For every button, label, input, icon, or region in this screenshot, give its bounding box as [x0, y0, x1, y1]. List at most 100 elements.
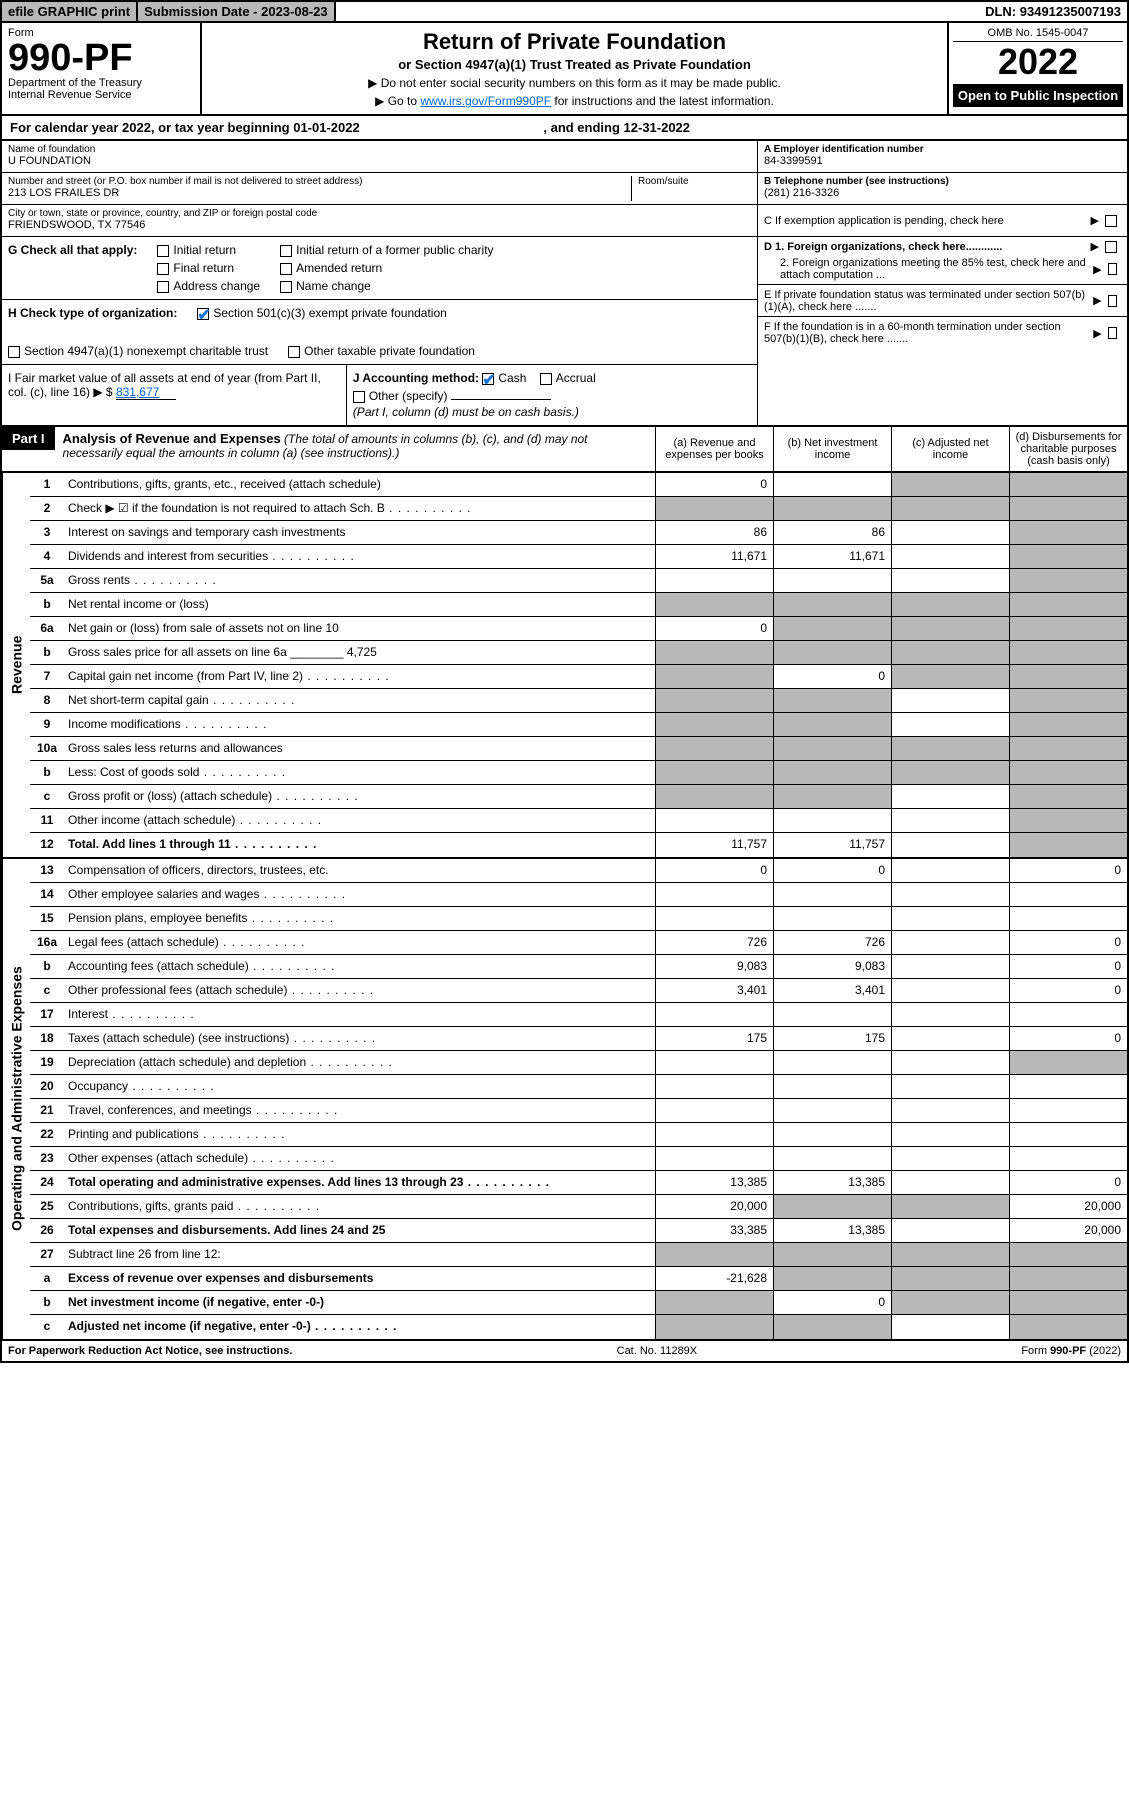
- amount-cell: [773, 809, 891, 832]
- checkbox-name-change[interactable]: [280, 281, 292, 293]
- checkbox-exemption-pending[interactable]: [1105, 215, 1117, 227]
- amount-cell: [655, 809, 773, 832]
- line-number: 11: [30, 809, 64, 832]
- amount-cell: [1009, 907, 1127, 930]
- table-row: 24Total operating and administrative exp…: [30, 1171, 1127, 1195]
- amount-cell: [891, 1099, 1009, 1122]
- checkbox-accrual[interactable]: [540, 373, 552, 385]
- form-ref: Form 990-PF (2022): [1021, 1345, 1121, 1357]
- line-description: Other employee salaries and wages: [64, 883, 655, 906]
- amount-cell: [773, 713, 891, 736]
- line-description: Dividends and interest from securities: [64, 545, 655, 568]
- amount-cell: 175: [773, 1027, 891, 1050]
- form990pf-link[interactable]: www.irs.gov/Form990PF: [420, 94, 551, 108]
- amount-cell: [655, 737, 773, 760]
- amount-cell: [773, 1315, 891, 1339]
- amount-cell: [891, 883, 1009, 906]
- table-row: 26Total expenses and disbursements. Add …: [30, 1219, 1127, 1243]
- amount-cell: [891, 593, 1009, 616]
- amount-cell: [1009, 1099, 1127, 1122]
- line-description: Gross profit or (loss) (attach schedule): [64, 785, 655, 808]
- checkbox-4947a1[interactable]: [8, 346, 20, 358]
- expenses-table: Operating and Administrative Expenses 13…: [0, 859, 1129, 1341]
- amount-cell: [891, 497, 1009, 520]
- checkbox-initial-return[interactable]: [157, 245, 169, 257]
- checkbox-foreign-org[interactable]: [1105, 241, 1117, 253]
- paperwork-notice: For Paperwork Reduction Act Notice, see …: [8, 1345, 292, 1357]
- amount-cell: [773, 1123, 891, 1146]
- table-row: 20Occupancy: [30, 1075, 1127, 1099]
- amount-cell: [891, 931, 1009, 954]
- checkbox-85pct-test[interactable]: [1108, 263, 1117, 275]
- amount-cell: [773, 883, 891, 906]
- amount-cell: 86: [655, 521, 773, 544]
- fmv-value: 831,677: [116, 385, 176, 400]
- amount-cell: [891, 761, 1009, 784]
- checkbox-amended-return[interactable]: [280, 263, 292, 275]
- line-number: 20: [30, 1075, 64, 1098]
- box-i: I Fair market value of all assets at end…: [2, 365, 347, 425]
- catalog-number: Cat. No. 11289X: [617, 1345, 698, 1357]
- amount-cell: 0: [1009, 1171, 1127, 1194]
- table-row: 1Contributions, gifts, grants, etc., rec…: [30, 473, 1127, 497]
- line-number: 9: [30, 713, 64, 736]
- line-number: 14: [30, 883, 64, 906]
- amount-cell: [655, 1147, 773, 1170]
- amount-cell: [891, 617, 1009, 640]
- amount-cell: [1009, 1123, 1127, 1146]
- line-description: Net gain or (loss) from sale of assets n…: [64, 617, 655, 640]
- amount-cell: [773, 1099, 891, 1122]
- amount-cell: [891, 1147, 1009, 1170]
- line-number: b: [30, 761, 64, 784]
- box-f: F If the foundation is in a 60-month ter…: [758, 317, 1127, 349]
- checkbox-other-method[interactable]: [353, 391, 365, 403]
- checkbox-address-change[interactable]: [157, 281, 169, 293]
- table-row: 17Interest: [30, 1003, 1127, 1027]
- line-number: a: [30, 1267, 64, 1290]
- checkbox-initial-former[interactable]: [280, 245, 292, 257]
- amount-cell: [773, 1003, 891, 1026]
- box-j: J Accounting method: Cash Accrual Other …: [347, 365, 757, 425]
- table-row: 14Other employee salaries and wages: [30, 883, 1127, 907]
- line-description: Adjusted net income (if negative, enter …: [64, 1315, 655, 1339]
- amount-cell: 11,671: [655, 545, 773, 568]
- amount-cell: [773, 641, 891, 664]
- efile-print-button[interactable]: efile GRAPHIC print: [2, 2, 138, 21]
- amount-cell: 20,000: [655, 1195, 773, 1218]
- table-row: 3Interest on savings and temporary cash …: [30, 521, 1127, 545]
- line-description: Interest on savings and temporary cash i…: [64, 521, 655, 544]
- checkbox-other-taxable[interactable]: [288, 346, 300, 358]
- checkbox-final-return[interactable]: [157, 263, 169, 275]
- column-headers: (a) Revenue and expenses per books (b) N…: [655, 427, 1127, 471]
- amount-cell: [773, 497, 891, 520]
- col-b-header: (b) Net investment income: [773, 427, 891, 471]
- table-row: bAccounting fees (attach schedule)9,0839…: [30, 955, 1127, 979]
- amount-cell: [891, 521, 1009, 544]
- table-row: cGross profit or (loss) (attach schedule…: [30, 785, 1127, 809]
- address-row: Number and street (or P.O. box number if…: [2, 173, 757, 205]
- line-number: 17: [30, 1003, 64, 1026]
- checkbox-cash[interactable]: [482, 373, 494, 385]
- amount-cell: 11,757: [773, 833, 891, 857]
- checkbox-status-terminated[interactable]: [1108, 295, 1117, 307]
- form-header: Form 990-PF Department of the Treasury I…: [0, 23, 1129, 116]
- table-row: cAdjusted net income (if negative, enter…: [30, 1315, 1127, 1339]
- amount-cell: 175: [655, 1027, 773, 1050]
- line-number: b: [30, 641, 64, 664]
- checkbox-501c3[interactable]: [197, 308, 209, 320]
- checkbox-60month[interactable]: [1108, 327, 1117, 339]
- room-suite-label: Room/suite: [638, 176, 751, 187]
- amount-cell: 20,000: [1009, 1195, 1127, 1218]
- line-description: Net rental income or (loss): [64, 593, 655, 616]
- line-number: c: [30, 1315, 64, 1339]
- amount-cell: 0: [655, 859, 773, 882]
- amount-cell: [655, 593, 773, 616]
- header-center: Return of Private Foundation or Section …: [202, 23, 947, 114]
- table-row: 22Printing and publications: [30, 1123, 1127, 1147]
- amount-cell: 3,401: [655, 979, 773, 1002]
- line-description: Contributions, gifts, grants paid: [64, 1195, 655, 1218]
- line-number: 1: [30, 473, 64, 496]
- amount-cell: 11,757: [655, 833, 773, 857]
- instr-ssn: ▶ Do not enter social security numbers o…: [208, 76, 941, 90]
- line-number: 15: [30, 907, 64, 930]
